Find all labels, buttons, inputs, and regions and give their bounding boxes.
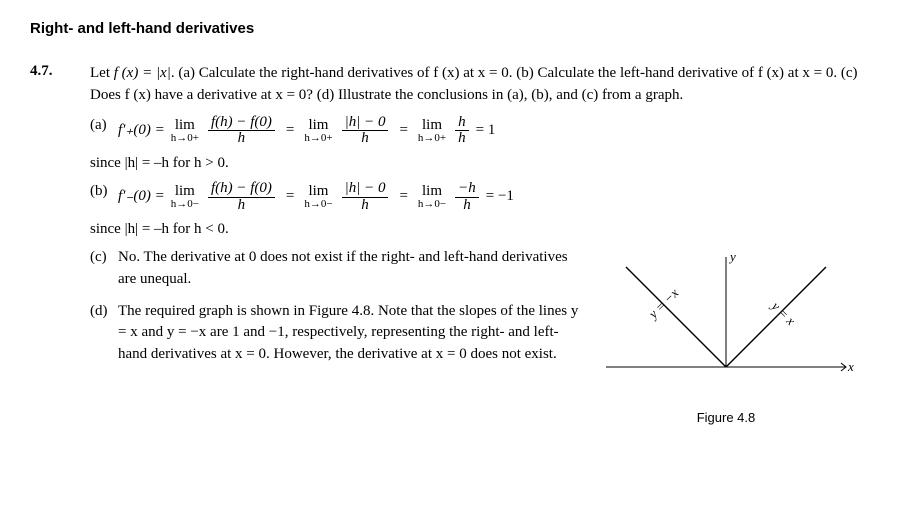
frac-den: h	[358, 198, 372, 214]
lim-icon: limh→0−	[304, 184, 332, 210]
part-b-lhs: f′₋(0) =	[118, 186, 165, 208]
problem-number: 4.7.	[30, 63, 64, 428]
frac-den: h	[460, 198, 474, 214]
frac-den: h	[358, 131, 372, 147]
y-axis-label: y	[728, 249, 736, 264]
part-d-label: (d)	[90, 301, 118, 366]
part-a-result: = 1	[476, 120, 496, 142]
part-c: (c) No. The derivative at 0 does not exi…	[90, 247, 580, 291]
part-b-formula: f′₋(0) = limh→0− f(h) − f(0)h = limh→0− …	[118, 181, 514, 214]
part-d: (d) The required graph is shown in Figur…	[90, 301, 580, 366]
frac-num: f(h) − f(0)	[208, 115, 275, 132]
problem-body: Let f (x) = |x|. (a) Calculate the right…	[90, 63, 870, 428]
frac-num: |h| − 0	[342, 181, 389, 198]
part-c-label: (c)	[90, 247, 118, 291]
statement-rest: . (a) Calculate the right-hand derivativ…	[90, 65, 858, 103]
frac-num: |h| − 0	[342, 115, 389, 132]
part-d-text: The required graph is shown in Figure 4.…	[118, 301, 580, 366]
frac-num: f(h) − f(0)	[208, 181, 275, 198]
part-b-since: since |h| = –h for h < 0.	[90, 219, 870, 241]
lim-icon: limh→0+	[304, 118, 332, 144]
part-a-lhs: f′₊(0) =	[118, 120, 165, 142]
problem: 4.7. Let f (x) = |x|. (a) Calculate the …	[30, 63, 870, 428]
problem-statement: Let f (x) = |x|. (a) Calculate the right…	[90, 63, 870, 107]
frac-den: h	[455, 131, 469, 147]
part-b: (b) f′₋(0) = limh→0− f(h) − f(0)h = limh…	[90, 181, 870, 214]
part-b-label: (b)	[90, 181, 118, 203]
part-a-label: (a)	[90, 115, 118, 137]
frac-num: −h	[455, 181, 479, 198]
part-a-formula: f′₊(0) = limh→0+ f(h) − f(0)h = limh→0+ …	[118, 115, 495, 148]
lim-icon: limh→0−	[171, 184, 199, 210]
part-b-result: = −1	[486, 186, 514, 208]
part-c-text: No. The derivative at 0 does not exist i…	[118, 247, 580, 291]
frac-num: h	[455, 115, 469, 132]
statement-fn: f (x) = |x|	[114, 65, 171, 81]
lim-icon: limh→0+	[418, 118, 446, 144]
statement-prefix: Let	[90, 65, 114, 81]
lim-icon: limh→0+	[171, 118, 199, 144]
abs-value-graph-icon: y x y = −x y = x	[596, 247, 856, 397]
lim-icon: limh→0−	[418, 184, 446, 210]
right-branch-label: y = x	[767, 297, 798, 328]
x-axis-label: x	[847, 359, 854, 374]
frac-den: h	[235, 198, 249, 214]
section-title: Right- and left-hand derivatives	[30, 20, 870, 37]
part-a: (a) f′₊(0) = limh→0+ f(h) − f(0)h = limh…	[90, 115, 870, 148]
figure-caption: Figure 4.8	[596, 409, 856, 428]
frac-den: h	[235, 131, 249, 147]
part-a-since: since |h| = –h for h > 0.	[90, 153, 870, 175]
figure: y x y = −x y = x Figure 4.8	[596, 247, 856, 428]
